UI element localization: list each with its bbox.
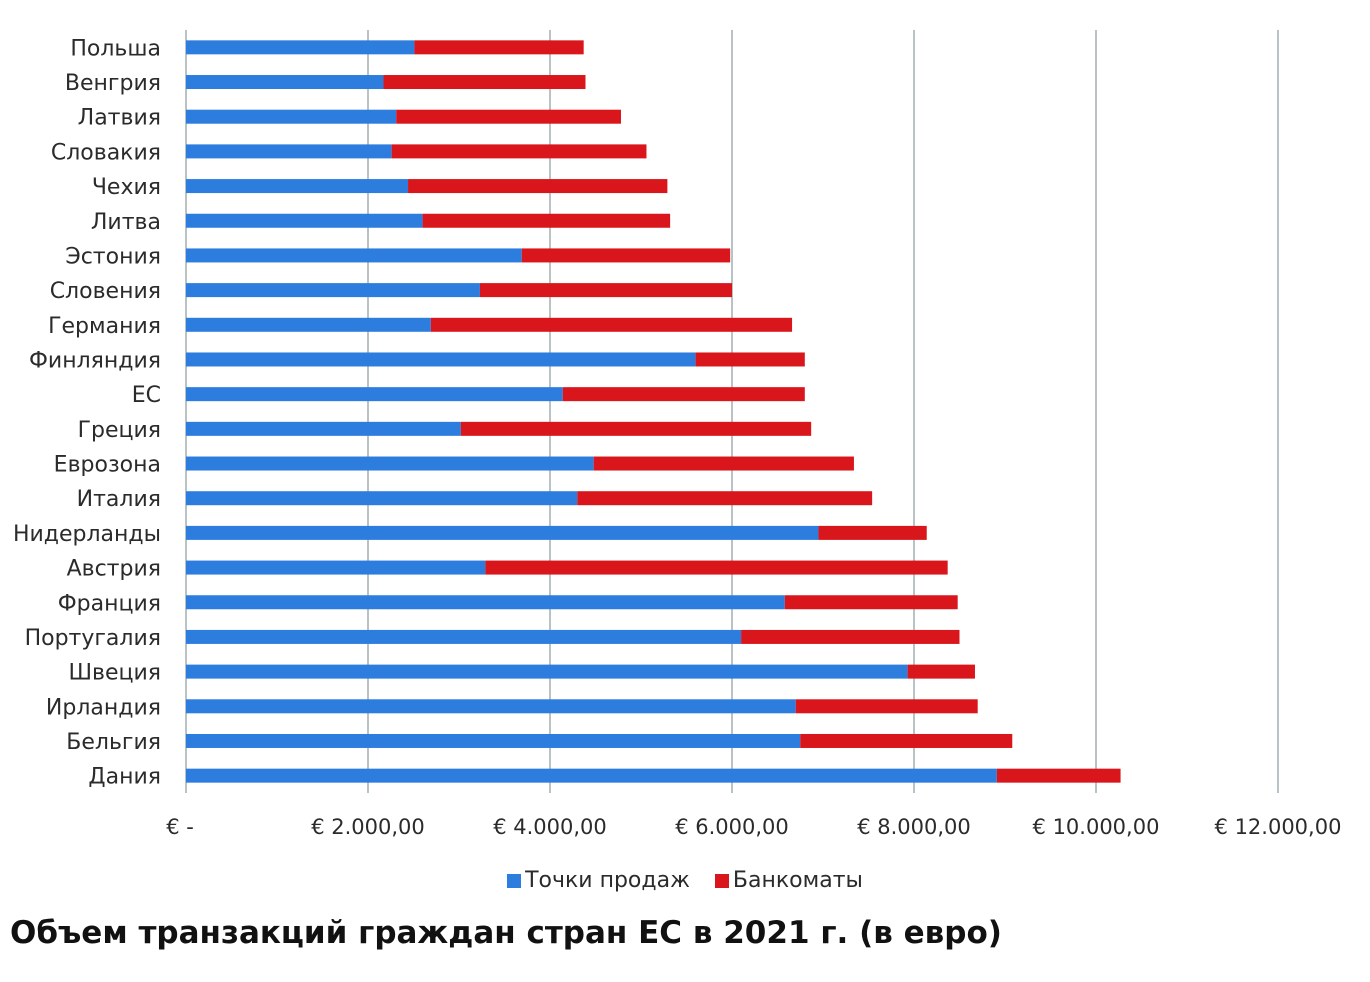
bar-atm	[396, 109, 621, 124]
bar-atm	[741, 629, 960, 644]
bar-atm	[800, 733, 1013, 748]
bar-pos	[186, 629, 742, 644]
bar-pos	[186, 248, 522, 263]
bar-pos	[186, 733, 801, 748]
bar-pos	[186, 40, 415, 55]
legend-swatch-atm	[714, 873, 729, 888]
bar-atm	[784, 595, 958, 610]
chart-title: Объем транзакций граждан стран ЕС в 2021…	[10, 915, 1002, 951]
bar-pos	[186, 595, 785, 610]
legend-label-pos: Точки продаж	[525, 868, 690, 893]
category-label: Венгрия	[65, 71, 161, 96]
bar-pos	[186, 75, 384, 90]
category-label: Ирландия	[46, 695, 161, 720]
bar-pos	[186, 109, 397, 124]
legend-swatch-pos	[507, 873, 522, 888]
bar-pos	[186, 387, 563, 402]
category-label: Словакия	[51, 140, 161, 165]
category-label: Словения	[50, 279, 161, 304]
category-label: Греция	[78, 418, 161, 443]
bar-pos	[186, 560, 486, 575]
category-label: Италия	[77, 487, 161, 512]
bar-atm	[521, 248, 731, 263]
category-label: Дания	[88, 765, 161, 790]
legend-item-pos: Точки продаж	[507, 868, 690, 893]
bar-atm	[383, 75, 586, 90]
bar-atm	[430, 317, 793, 332]
category-label: Швеция	[68, 661, 161, 686]
category-label: Бельгия	[66, 730, 161, 755]
bar-pos	[186, 317, 431, 332]
category-label: Австрия	[67, 557, 161, 582]
x-tick-label: € 2.000,00	[311, 815, 425, 839]
legend-item-atm: Банкоматы	[714, 868, 863, 893]
bar-atm	[414, 40, 584, 55]
x-tick-label: € 4.000,00	[493, 815, 607, 839]
bar-atm	[795, 699, 978, 714]
bar-pos	[186, 525, 819, 540]
category-label: Германия	[48, 314, 161, 339]
bar-pos	[186, 768, 997, 783]
bar-atm	[907, 664, 975, 679]
category-label: Латвия	[78, 106, 161, 131]
bar-pos	[186, 352, 696, 367]
category-label: Финляндия	[29, 348, 161, 373]
bar-pos	[186, 664, 908, 679]
category-label: Португалия	[25, 626, 161, 651]
category-label: Нидерланды	[13, 522, 161, 547]
x-tick-label: € 8.000,00	[857, 815, 971, 839]
chart: € - € 2.000,00 € 4.000,00 € 6.000,00 € 8.000…	[13, 30, 1342, 839]
bar-atm	[996, 768, 1121, 783]
bar-atm	[593, 456, 854, 471]
bar-atm	[577, 491, 873, 506]
legend: Точки продаж Банкоматы	[0, 868, 1370, 894]
category-label: Франция	[58, 591, 161, 616]
bar-pos	[186, 456, 594, 471]
x-tick-label: € 6.000,00	[675, 815, 789, 839]
legend-label-atm: Банкоматы	[732, 868, 863, 893]
bar-atm	[408, 179, 668, 194]
bar-atm	[695, 352, 805, 367]
x-tick-label: € 12.000,00	[1215, 815, 1342, 839]
bar-atm	[818, 525, 927, 540]
category-label: Литва	[91, 210, 161, 235]
bar-pos	[186, 213, 423, 228]
bar-pos	[186, 699, 796, 714]
bar-pos	[186, 179, 409, 194]
bar-atm	[485, 560, 948, 575]
bar-atm	[479, 283, 732, 298]
category-label: Польша	[70, 36, 161, 61]
bar-pos	[186, 283, 480, 298]
bar-pos	[186, 144, 392, 159]
bar-atm	[422, 213, 671, 228]
category-label: Чехия	[92, 175, 161, 200]
category-label: Еврозона	[54, 453, 161, 478]
bar-atm	[460, 421, 812, 436]
bar-pos	[186, 421, 461, 436]
x-tick-label: € -	[166, 815, 194, 839]
category-label: ЕС	[132, 383, 161, 408]
category-label: Эстония	[65, 244, 161, 269]
x-tick-label: € 10.000,00	[1033, 815, 1160, 839]
bar-atm	[562, 387, 805, 402]
bar-pos	[186, 491, 578, 506]
bar-atm	[391, 144, 647, 159]
